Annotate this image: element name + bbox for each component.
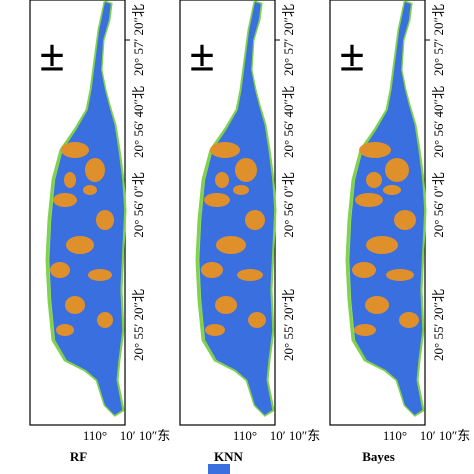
orange-patch bbox=[399, 312, 419, 328]
orange-patch bbox=[61, 142, 89, 158]
orange-patch bbox=[64, 172, 76, 188]
latitude-label: 20° 56′ 40″北 bbox=[131, 86, 146, 158]
orange-patch bbox=[204, 193, 230, 207]
orange-patch bbox=[245, 210, 265, 230]
orange-patch bbox=[97, 312, 113, 328]
orange-patch bbox=[83, 185, 97, 195]
orange-patch bbox=[233, 185, 249, 195]
map-panel: ±20° 57′ 20″北 20° 56′ 40″北 20° 56′ 0″北 20° … bbox=[179, 0, 321, 464]
orange-patch bbox=[53, 193, 77, 207]
orange-patch bbox=[96, 210, 114, 230]
latitude-label: 20° 57′ 20″北 bbox=[131, 4, 146, 76]
orange-patch bbox=[354, 324, 376, 336]
orange-patch bbox=[383, 185, 401, 195]
orange-patch bbox=[359, 142, 391, 158]
island bbox=[45, 0, 127, 417]
orange-patch bbox=[215, 172, 229, 188]
orange-patch bbox=[237, 269, 263, 281]
latitude-label: 20° 57′ 20″北 bbox=[281, 4, 296, 76]
panel-name: Bayes bbox=[362, 449, 395, 464]
orange-patch bbox=[352, 262, 376, 278]
orange-patch bbox=[205, 324, 225, 336]
orange-patch bbox=[366, 172, 382, 188]
longitude-label: 110° bbox=[83, 428, 107, 443]
latitude-label: 20° 56′ 0″北 bbox=[281, 172, 296, 237]
orange-patch bbox=[50, 262, 70, 278]
latitude-label: 20° 55′ 20″北 bbox=[281, 289, 296, 361]
latitude-label: 20° 56′ 40″北 bbox=[431, 86, 446, 158]
island-body bbox=[199, 2, 275, 415]
orange-patch bbox=[88, 269, 112, 281]
north-arrow: ± bbox=[189, 30, 214, 81]
panel-name: KNN bbox=[214, 449, 244, 464]
legend-swatch bbox=[208, 464, 230, 474]
panel-name: RF bbox=[70, 449, 87, 464]
orange-patch bbox=[66, 236, 94, 254]
orange-patch bbox=[365, 296, 389, 314]
map-panel: ±20° 57′ 20″北 20° 56′ 40″北 20° 56′ 0″北 20° … bbox=[29, 0, 171, 464]
map-panel: ±20° 57′ 20″北 20° 56′ 40″北 20° 56′ 0″北 20° … bbox=[329, 0, 471, 464]
latitude-label: 20° 55′ 20″北 bbox=[431, 289, 446, 361]
longitude-label: 10′ 10″东 bbox=[270, 428, 321, 443]
north-arrow: ± bbox=[39, 30, 64, 81]
island-body bbox=[349, 2, 425, 415]
island bbox=[345, 0, 427, 417]
latitude-label: 20° 55′ 20″北 bbox=[131, 289, 146, 361]
orange-patch bbox=[215, 296, 237, 314]
longitude-label: 10′ 10″东 bbox=[420, 428, 471, 443]
longitude-label: 10′ 10″东 bbox=[120, 428, 171, 443]
longitude-label: 110° bbox=[233, 428, 257, 443]
orange-patch bbox=[235, 158, 257, 182]
island bbox=[195, 0, 277, 417]
latitude-label: 20° 56′ 40″北 bbox=[281, 86, 296, 158]
orange-patch bbox=[366, 236, 398, 254]
orange-patch bbox=[355, 193, 383, 207]
island-body bbox=[49, 2, 125, 415]
orange-patch bbox=[201, 262, 223, 278]
orange-patch bbox=[65, 296, 85, 314]
orange-patch bbox=[85, 158, 105, 182]
orange-patch bbox=[385, 158, 409, 182]
latitude-label: 20° 56′ 0″北 bbox=[431, 172, 446, 237]
longitude-label: 110° bbox=[383, 428, 407, 443]
orange-patch bbox=[210, 142, 240, 158]
latitude-label: 20° 57′ 20″北 bbox=[431, 4, 446, 76]
orange-patch bbox=[386, 269, 414, 281]
orange-patch bbox=[56, 324, 74, 336]
orange-patch bbox=[216, 236, 246, 254]
orange-patch bbox=[394, 210, 416, 230]
latitude-label: 20° 56′ 0″北 bbox=[131, 172, 146, 237]
north-arrow: ± bbox=[339, 30, 364, 81]
orange-patch bbox=[248, 312, 266, 328]
